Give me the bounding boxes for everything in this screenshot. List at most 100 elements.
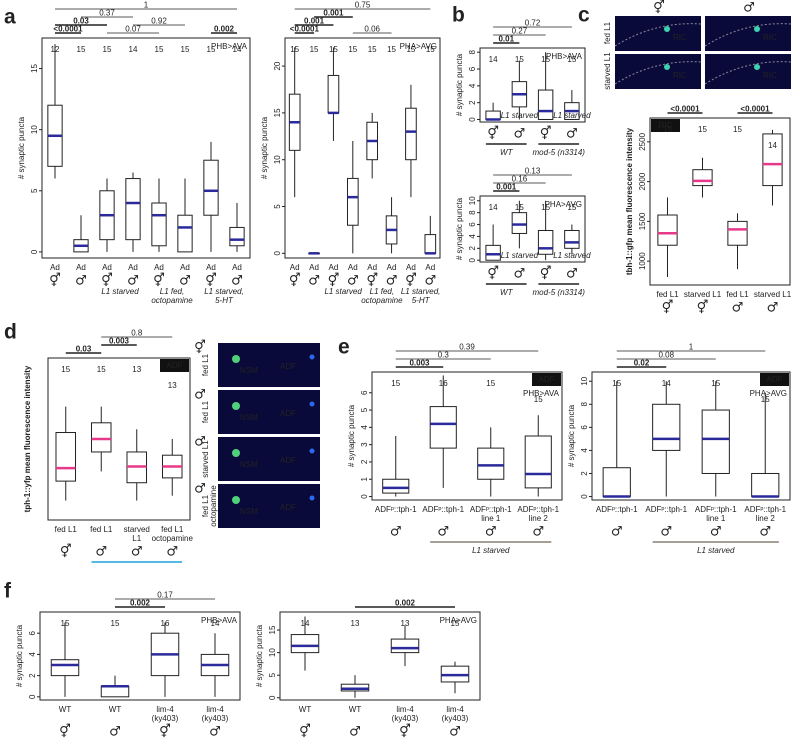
x-tick-label: lim-4 bbox=[396, 705, 414, 714]
sex-symbol: ⚥ bbox=[299, 724, 311, 740]
row-sex: ♂ bbox=[194, 388, 206, 403]
count: 13 bbox=[168, 381, 177, 390]
p-value: 0.001 bbox=[323, 9, 344, 18]
y-axis-label: # synaptic puncta bbox=[15, 624, 24, 687]
sex-symbol: ♂ bbox=[759, 525, 771, 540]
group-label: 5-HT bbox=[412, 296, 431, 305]
sex-symbol: ♂ bbox=[732, 301, 744, 316]
x-tick-label: lim-4 bbox=[156, 705, 174, 714]
micrograph bbox=[705, 54, 791, 89]
x-tick-label: fed L1 bbox=[161, 525, 184, 534]
box bbox=[477, 447, 505, 480]
sex-symbol: ♂ bbox=[660, 525, 672, 540]
count: 15 bbox=[97, 365, 106, 374]
sex-symbol: ♂ bbox=[566, 127, 578, 142]
count: 12 bbox=[51, 45, 60, 54]
p-value: 0.75 bbox=[355, 1, 371, 10]
sex-symbol: ♂ bbox=[231, 274, 243, 289]
x-tick-label: WT bbox=[349, 705, 362, 714]
x-tick-label: ADFᵖ::tph-1 bbox=[744, 505, 786, 514]
count: 14 bbox=[211, 619, 220, 628]
p-value: 0.001 bbox=[496, 183, 517, 192]
sex-symbol: ⚥ bbox=[487, 126, 499, 142]
count: 13 bbox=[351, 619, 360, 628]
chart-title: PHA>AVG bbox=[440, 616, 477, 625]
inner-label: L1 starved bbox=[501, 251, 539, 260]
count: 15 bbox=[486, 379, 495, 388]
row-sex: ⚥ bbox=[194, 340, 206, 356]
p-value: 0.17 bbox=[157, 591, 173, 600]
box bbox=[125, 178, 141, 241]
panel-letter: c bbox=[578, 4, 590, 27]
count: 13 bbox=[401, 619, 410, 628]
group-label: WT bbox=[500, 148, 514, 157]
sex-symbol: ♂ bbox=[390, 525, 402, 540]
y-axis-label: tbh-1::gfp mean fluorescence intensity bbox=[625, 127, 634, 275]
y-tick-label: 8 bbox=[580, 402, 589, 407]
x-tick-label: Ad bbox=[128, 263, 138, 272]
x-tick-label: Ad bbox=[102, 263, 112, 272]
group-label: octopamine bbox=[151, 296, 193, 305]
p-value: 0.003 bbox=[409, 359, 430, 368]
box bbox=[203, 159, 219, 216]
p-value: 0.06 bbox=[364, 25, 380, 34]
cell-blob bbox=[754, 64, 760, 70]
panel-letter: b bbox=[452, 4, 465, 27]
sex-symbol: ♂ bbox=[209, 725, 221, 740]
sex-symbol: ♂ bbox=[75, 274, 87, 289]
x-tick-label: fed L1 bbox=[90, 525, 113, 534]
y-tick-label: 1500 bbox=[638, 212, 647, 230]
count: 15 bbox=[61, 619, 70, 628]
y-tick-label: 0 bbox=[273, 251, 282, 256]
p-value: <0.0001 bbox=[53, 25, 83, 34]
p-value: 0.92 bbox=[151, 17, 167, 26]
count: 15 bbox=[181, 45, 190, 54]
box bbox=[652, 403, 681, 451]
x-tick-label: WT bbox=[59, 705, 72, 714]
row-label: starved L1 bbox=[201, 440, 210, 478]
count: 14 bbox=[489, 55, 498, 64]
micrograph bbox=[218, 484, 320, 528]
y-tick-label: 10 bbox=[580, 376, 589, 385]
sex-symbol: ⚥ bbox=[60, 544, 72, 560]
tag: ADF bbox=[767, 375, 783, 384]
p-value: <0.0001 bbox=[290, 25, 320, 34]
y-tick-label: 5 bbox=[268, 672, 277, 677]
y-tick-label: 20 bbox=[273, 61, 282, 70]
y-tick-label: 10 bbox=[273, 155, 282, 164]
sex-symbol: ⚥ bbox=[328, 273, 340, 289]
x-tick-label: (ky403) bbox=[392, 714, 419, 723]
tag-box bbox=[651, 119, 680, 132]
sex-symbol: ⚥ bbox=[49, 273, 61, 289]
plot-frame bbox=[479, 195, 586, 263]
count: 15 bbox=[61, 365, 70, 374]
count: 15 bbox=[310, 45, 319, 54]
sex-symbol: ⚥ bbox=[59, 724, 71, 740]
y-tick-label: 4 bbox=[468, 234, 477, 239]
count: 15 bbox=[534, 395, 543, 404]
count: 15 bbox=[733, 125, 742, 134]
sex-symbol: ♂ bbox=[710, 525, 722, 540]
p-value: 0.16 bbox=[512, 175, 528, 184]
plot-frame bbox=[47, 357, 191, 521]
group-label: mod-5 (n3314) bbox=[533, 148, 586, 157]
count: 15 bbox=[698, 125, 707, 134]
count: 15 bbox=[426, 45, 435, 54]
count: 16 bbox=[439, 379, 448, 388]
p-value: 0.27 bbox=[512, 27, 528, 36]
count: 15 bbox=[711, 379, 720, 388]
sex-symbol: ♂ bbox=[349, 725, 361, 740]
sex-symbol: ⚥ bbox=[205, 273, 217, 289]
y-tick-label: 0 bbox=[28, 694, 37, 699]
p-value: 1 bbox=[144, 1, 149, 10]
y-tick-label: 10 bbox=[30, 125, 39, 134]
box bbox=[327, 74, 340, 114]
cell-blob bbox=[754, 26, 760, 32]
count: 15 bbox=[567, 55, 576, 64]
tag-box bbox=[760, 373, 789, 386]
box bbox=[751, 472, 780, 498]
y-tick-label: 4 bbox=[28, 652, 37, 657]
box bbox=[290, 634, 320, 654]
x-tick-label: ADFᵖ::tph-1 bbox=[517, 505, 559, 514]
y-tick-label: 0 bbox=[468, 117, 477, 122]
